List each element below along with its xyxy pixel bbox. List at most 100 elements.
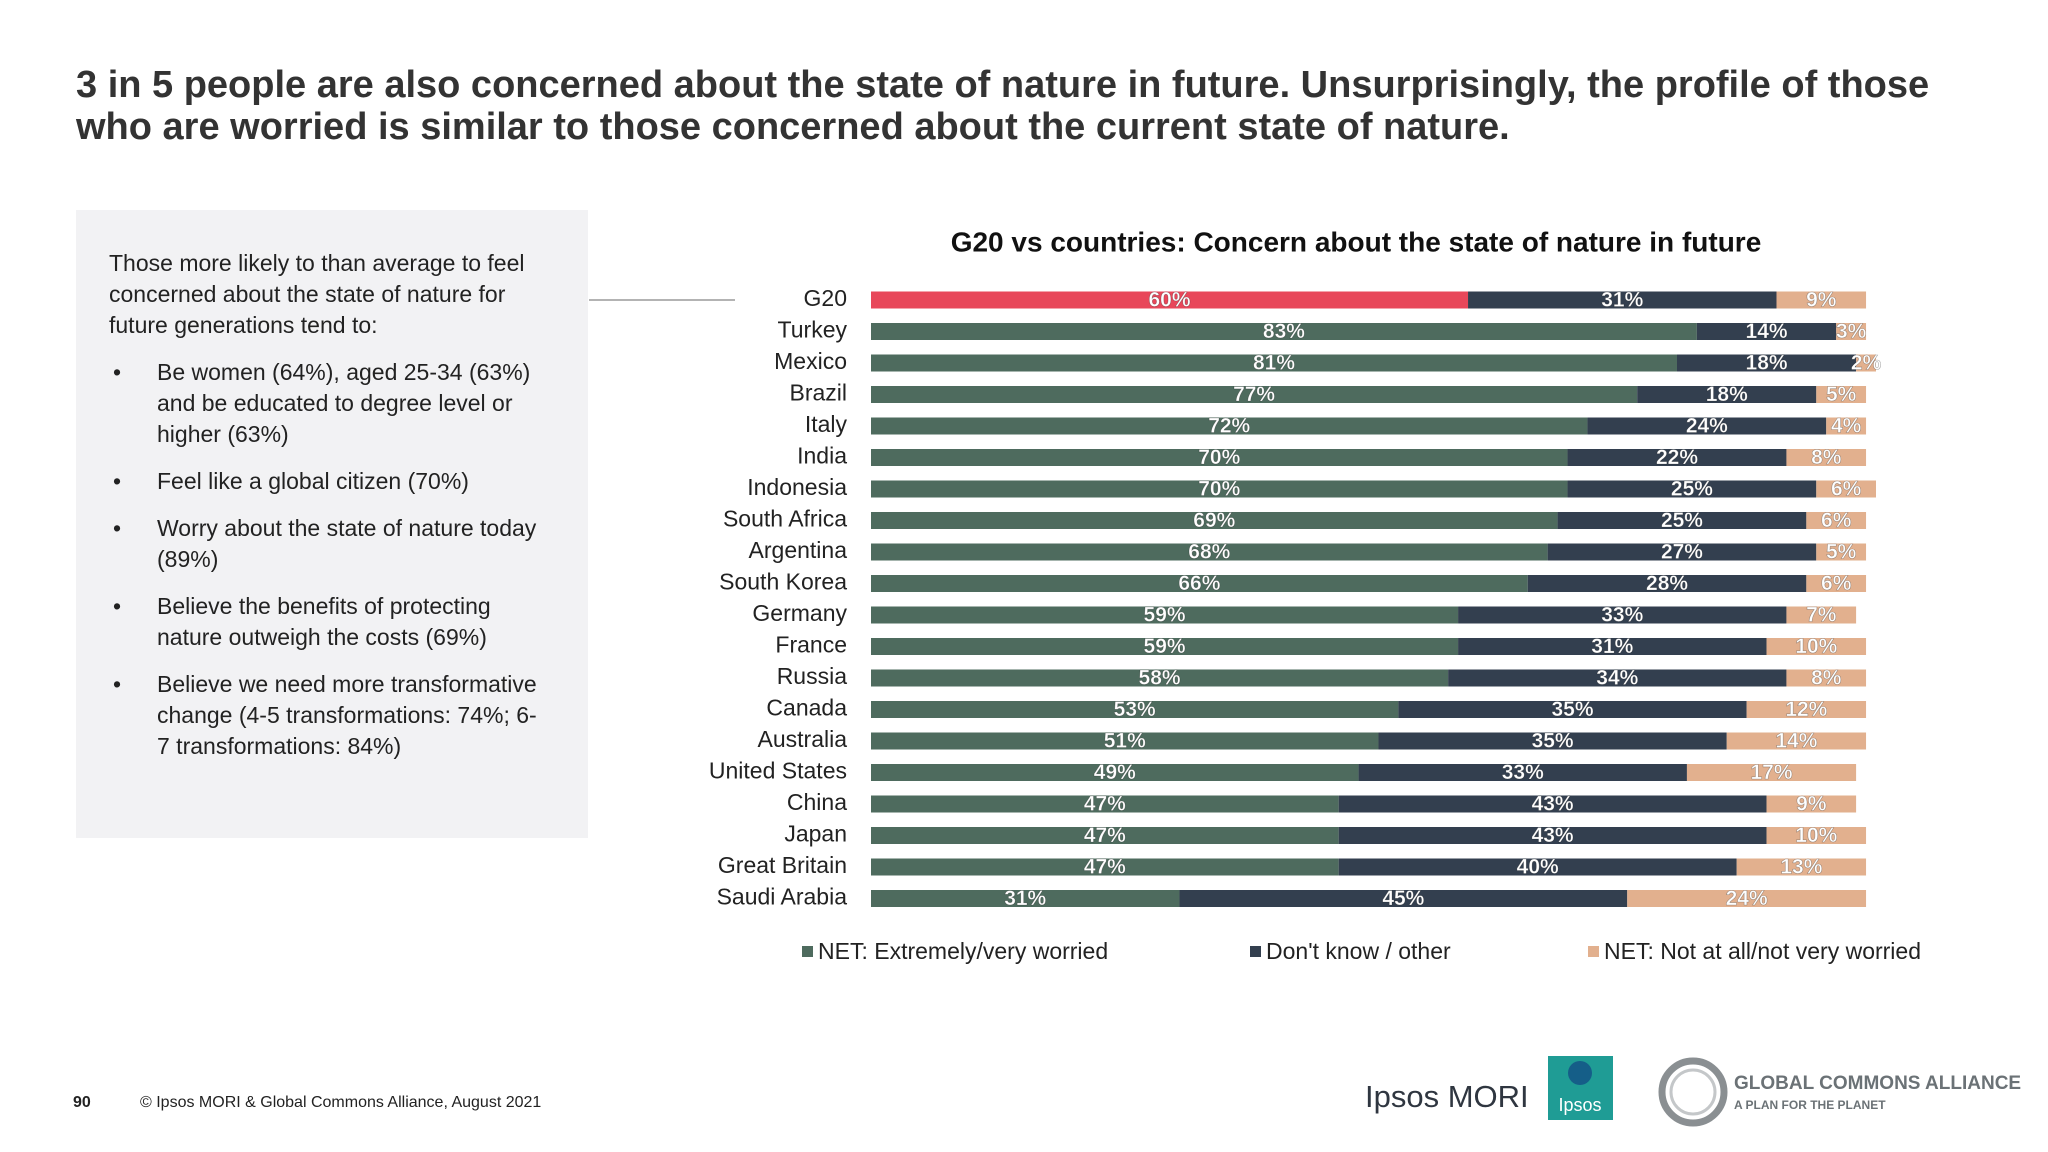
bar-segment: [871, 795, 1339, 813]
gca-logo-ring: [1658, 1057, 1728, 1127]
category-label: Russia: [777, 663, 848, 689]
value-label: 59%: [1144, 604, 1186, 627]
value-label: 49%: [1094, 761, 1136, 784]
bar-segment: [871, 701, 1399, 718]
value-label: 66%: [1178, 572, 1220, 595]
bar-segment: [1398, 701, 1747, 718]
value-label: 51%: [1104, 730, 1146, 753]
bar-segment: [1587, 417, 1827, 435]
value-label: 60%: [1148, 289, 1190, 312]
category-label: Japan: [784, 821, 847, 847]
legend-label: NET: Not at all/not very worried: [1604, 938, 1921, 964]
bar-segment: [871, 827, 1339, 844]
bar-segment: [1637, 386, 1817, 403]
category-label: China: [787, 789, 847, 815]
bar-segment: [871, 669, 1449, 687]
bar-segment: [1766, 827, 1867, 844]
value-label: 34%: [1596, 667, 1638, 690]
bar-segment: [871, 512, 1558, 529]
category-label: South Korea: [719, 569, 847, 595]
bar-segment: [1786, 669, 1867, 687]
bar-segment: [1557, 512, 1807, 529]
sidebar-intro: Those more likely to than average to fee…: [109, 250, 525, 338]
bar-segment: [1806, 512, 1867, 529]
bar-segment: [1567, 480, 1817, 498]
category-label: Germany: [752, 600, 847, 626]
value-label: 33%: [1502, 761, 1544, 784]
bar-segment: [1766, 638, 1867, 655]
value-label: 17%: [1751, 761, 1793, 784]
value-label: 10%: [1795, 824, 1837, 847]
category-label: Mexico: [774, 348, 847, 374]
ipsos-logo-text: Ipsos: [1558, 1095, 1601, 1115]
gca-logo-inner: [1669, 1068, 1717, 1116]
value-label: 28%: [1646, 572, 1688, 595]
category-label: Indonesia: [747, 474, 847, 500]
value-label: 59%: [1144, 635, 1186, 658]
value-label: 25%: [1661, 509, 1703, 532]
bar-segment: [1726, 732, 1867, 750]
bullet: Feel like a global citizen (70%): [109, 466, 548, 497]
value-label: 43%: [1532, 824, 1574, 847]
value-label: 58%: [1139, 667, 1181, 690]
category-label: Saudi Arabia: [717, 884, 848, 910]
value-label: 2%: [1851, 352, 1882, 375]
value-label: 35%: [1551, 698, 1593, 721]
bar-segment: [1458, 638, 1767, 655]
bar-segment: [871, 732, 1379, 750]
value-label: 68%: [1188, 541, 1230, 564]
value-label: 14%: [1775, 730, 1817, 753]
value-label: 83%: [1263, 320, 1305, 343]
ipsos-logo-dot: [1568, 1061, 1592, 1085]
category-label: Brazil: [789, 380, 847, 406]
value-label: 14%: [1746, 320, 1788, 343]
value-label: 27%: [1661, 541, 1703, 564]
bar-segment: [1338, 795, 1767, 813]
bar-segment: [1627, 890, 1867, 907]
value-label: 35%: [1532, 730, 1574, 753]
category-label: Turkey: [778, 317, 848, 343]
bar-segment: [1448, 669, 1787, 687]
bar-segment: [1776, 291, 1867, 309]
bar-segment: [1766, 795, 1857, 813]
value-label: 70%: [1198, 446, 1240, 469]
bar-segment: [1826, 417, 1867, 435]
bullet-list: Be women (64%), aged 25-34 (63%) and be …: [109, 357, 548, 762]
bar-segment: [1816, 543, 1867, 561]
legend-label: Don't know / other: [1266, 938, 1451, 964]
bar-segment: [1806, 575, 1867, 592]
legend-swatch: [802, 946, 813, 957]
bar-segment: [1358, 764, 1687, 781]
value-label: 6%: [1821, 509, 1852, 532]
value-label: 8%: [1811, 667, 1842, 690]
category-label: France: [775, 632, 847, 658]
bar-segment: [1686, 764, 1857, 781]
value-label: 40%: [1517, 856, 1559, 879]
bullet: Worry about the state of nature today (8…: [109, 513, 548, 575]
bar-segment: [871, 890, 1180, 907]
value-label: 47%: [1084, 793, 1126, 816]
bar-segment: [1338, 827, 1767, 844]
value-label: 33%: [1601, 604, 1643, 627]
category-label: Australia: [758, 726, 848, 752]
bar-segment: [1338, 858, 1737, 876]
value-label: 18%: [1706, 383, 1748, 406]
value-label: 43%: [1532, 793, 1574, 816]
bullet: Believe the benefits of protecting natur…: [109, 591, 548, 653]
chart-title: G20 vs countries: Concern about the stat…: [951, 226, 1762, 257]
value-label: 8%: [1811, 446, 1842, 469]
ipsos-mori-logo: Ipsos MORI: [1365, 1079, 1529, 1114]
value-label: 72%: [1208, 415, 1250, 438]
value-label: 47%: [1084, 824, 1126, 847]
value-label: 77%: [1233, 383, 1275, 406]
bar-segment: [1458, 606, 1787, 624]
value-label: 3%: [1836, 320, 1867, 343]
bar-segment: [1786, 449, 1867, 466]
bullet: Believe we need more transformative chan…: [109, 669, 548, 762]
slide-title: 3 in 5 people are also concerned about t…: [76, 64, 1930, 148]
value-label: 6%: [1821, 572, 1852, 595]
value-label: 18%: [1746, 352, 1788, 375]
bar-segment: [1696, 323, 1837, 340]
bar-segment: [1468, 291, 1777, 309]
